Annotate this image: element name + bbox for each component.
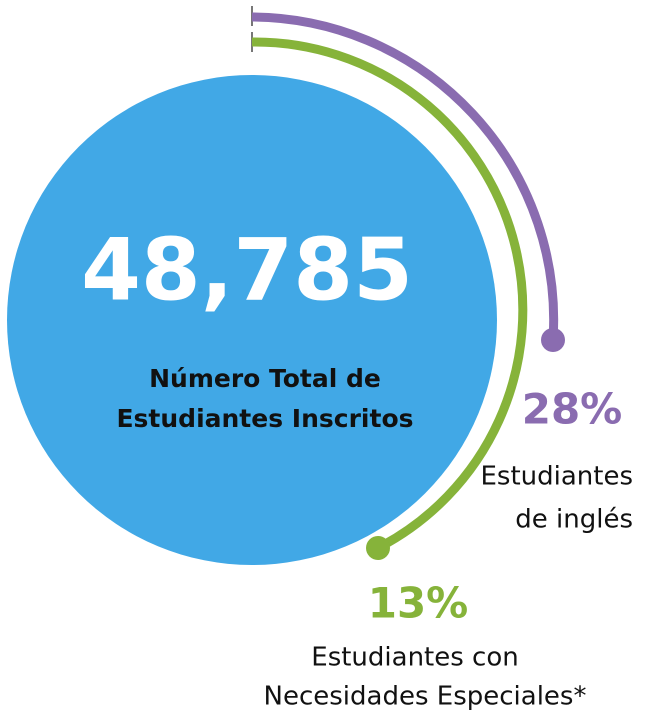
- group-label: Estudiantes con: [311, 643, 518, 673]
- group-label: Estudiantes: [480, 462, 633, 492]
- total-value: 48,785: [81, 220, 413, 320]
- group-label: Necesidades Especiales*: [264, 682, 587, 712]
- total-label: Estudiantes Inscritos: [116, 404, 413, 433]
- group-percent: 28%: [522, 385, 623, 434]
- english-learners-arc: [251, 12, 559, 341]
- total-circle: [7, 75, 497, 565]
- total-label: Número Total de: [149, 364, 381, 393]
- special-needs-arc: [251, 37, 528, 552]
- group-percent: 13%: [368, 579, 469, 628]
- group-label: de inglés: [515, 505, 633, 535]
- arc-end-dot: [541, 328, 565, 352]
- arc-end-dot: [366, 536, 390, 560]
